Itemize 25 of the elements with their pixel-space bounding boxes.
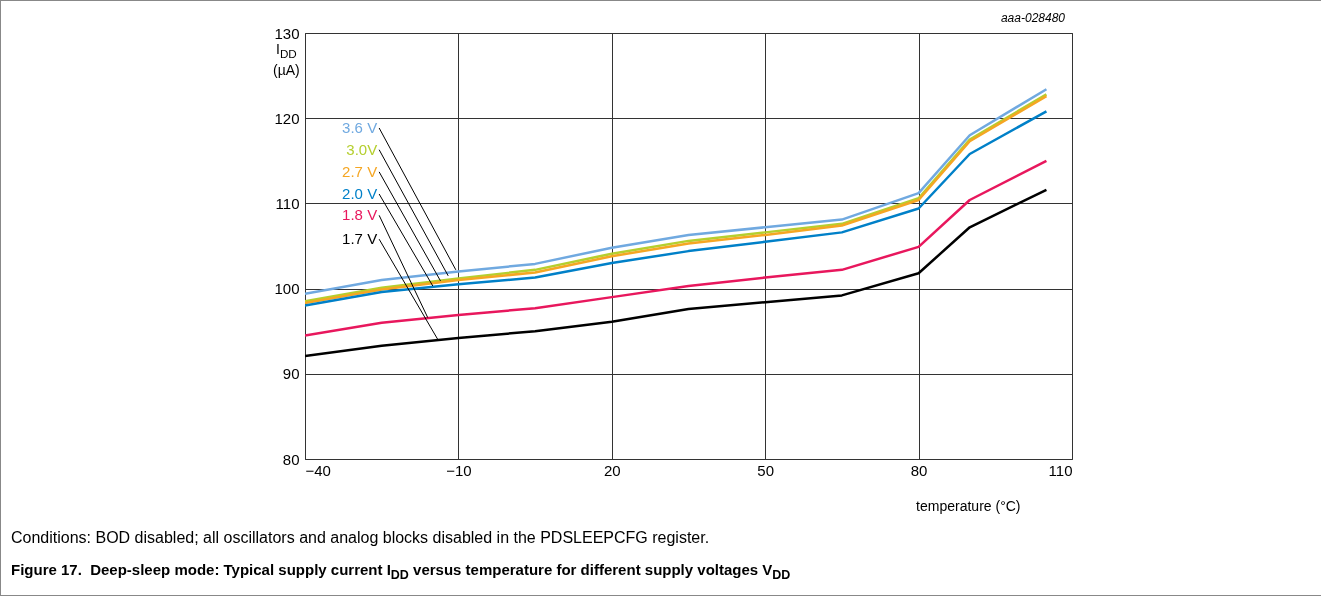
text: aaa-028480 xyxy=(1000,11,1065,25)
y-axis-title: I$_{DD}$ (µA) xyxy=(273,41,300,78)
y-tick-label: 120 xyxy=(274,109,300,127)
text: 2.7 V xyxy=(342,162,378,180)
x-tick-label: −10 xyxy=(446,461,472,479)
text: 3.0V xyxy=(346,140,378,158)
text: 2.0 V xyxy=(342,185,378,203)
y-tick-label: 130 xyxy=(274,24,300,42)
y-tick-label: 100 xyxy=(274,280,300,298)
x-tick-label: 50 xyxy=(757,461,775,479)
x-tick-label: −40 xyxy=(305,461,331,479)
x-axis-title: temperature (°C) xyxy=(916,497,1021,514)
text: Figure 17. Deep-sleep mode: Typical supply current I$_{DD}$ versus temperature for different supply voltages V$_{DD}$ xyxy=(11,561,791,582)
text: 3.6 V xyxy=(342,119,378,136)
line-series xyxy=(305,159,1048,337)
text: 1.8 V xyxy=(342,206,378,224)
y-tick-label: 110 xyxy=(275,194,300,212)
y-tick-label: 90 xyxy=(282,365,300,383)
line-series xyxy=(305,188,1048,358)
x-tick-label: 80 xyxy=(910,461,928,479)
text: Conditions: BOD disabled; all oscillators and analog blocks disabled in the PDSLEEPCFG register. xyxy=(11,529,710,547)
x-tick-label: 110 xyxy=(1048,461,1073,479)
text: 1.7 V xyxy=(342,230,378,248)
y-tick-label: 80 xyxy=(282,450,300,468)
x-tick-label: 20 xyxy=(603,461,621,479)
